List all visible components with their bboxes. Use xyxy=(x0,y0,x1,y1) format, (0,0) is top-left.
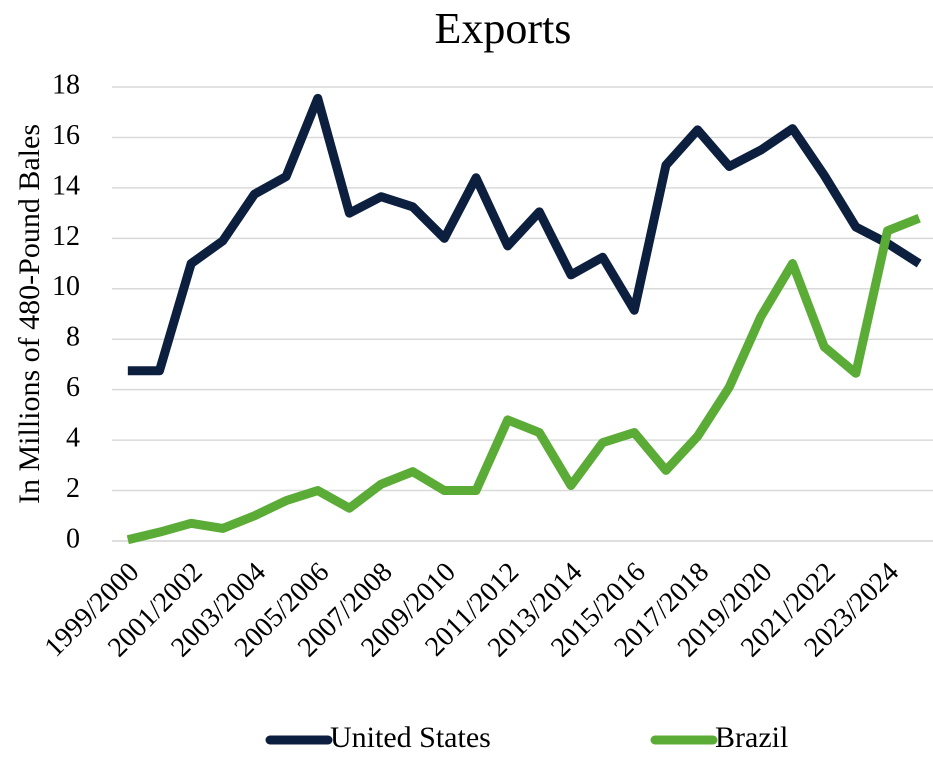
y-tick-label: 16 xyxy=(52,120,80,151)
y-tick-label: 12 xyxy=(52,221,80,252)
y-axis-label: In Millions of 480-Pound Bales xyxy=(13,124,46,504)
series-line xyxy=(126,213,921,545)
legend-label: United States xyxy=(330,721,491,754)
y-tick-label: 0 xyxy=(66,523,80,554)
y-tick-label: 14 xyxy=(52,170,80,201)
y-tick-label: 2 xyxy=(66,473,80,504)
series-line xyxy=(127,93,922,376)
legend-label: Brazil xyxy=(715,721,788,754)
y-tick-label: 4 xyxy=(66,423,80,454)
chart-title: Exports xyxy=(435,4,572,53)
y-tick-label: 6 xyxy=(66,372,80,403)
y-tick-label: 8 xyxy=(66,322,80,353)
y-tick-label: 18 xyxy=(52,69,80,100)
y-tick-label: 10 xyxy=(52,271,80,302)
